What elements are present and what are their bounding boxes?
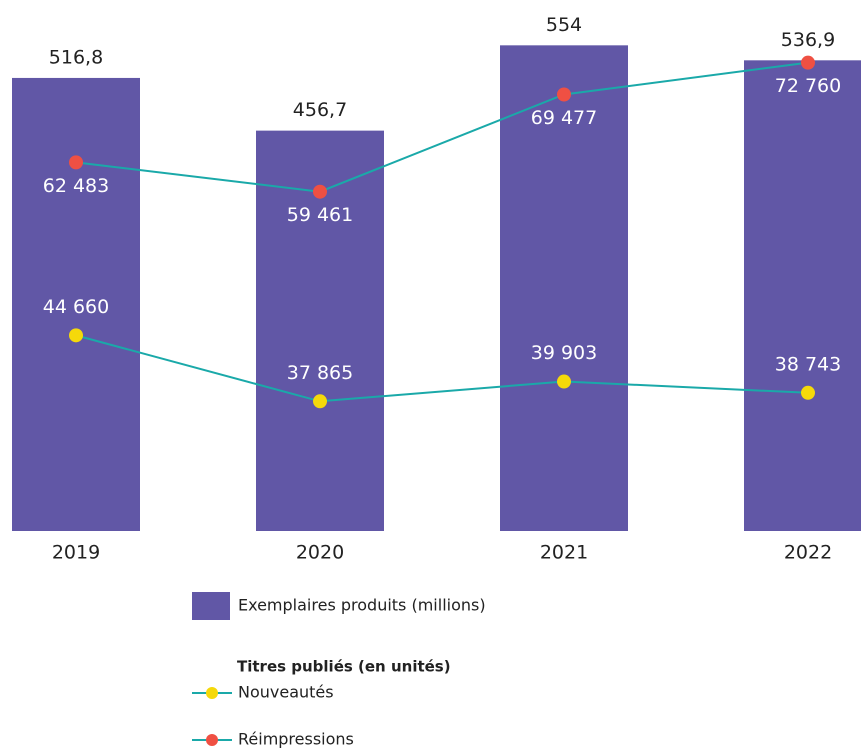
line	[75, 61, 809, 193]
legend-marker	[206, 734, 218, 746]
x-tick-label: 2020	[296, 542, 344, 564]
legend-marker	[206, 687, 218, 699]
point-label: 72 760	[775, 75, 841, 97]
point-label: 38 743	[775, 353, 841, 375]
bar-label: 536,9	[781, 29, 835, 51]
line	[75, 334, 809, 403]
point	[801, 385, 815, 400]
point	[313, 184, 327, 199]
point	[69, 155, 83, 170]
legend-label: Nouveautés	[238, 683, 334, 702]
point-label: 62 483	[43, 175, 109, 197]
point-label: 59 461	[287, 204, 353, 226]
bar-label: 554	[546, 14, 582, 36]
point	[69, 328, 83, 343]
point-label: 69 477	[531, 107, 597, 129]
bar-label: 456,7	[293, 99, 347, 121]
legend-label: Exemplaires produits (millions)	[238, 596, 486, 615]
x-tick-label: 2022	[784, 542, 832, 564]
bar-label: 516,8	[49, 46, 103, 68]
legend-label: Réimpressions	[238, 730, 354, 748]
point-label: 39 903	[531, 342, 597, 364]
point	[557, 87, 571, 102]
legend-title: Titres publiés (en unités)	[237, 658, 451, 676]
point	[557, 374, 571, 389]
x-tick-label: 2021	[540, 542, 588, 564]
bar	[744, 60, 861, 532]
point	[801, 55, 815, 70]
x-tick-label: 2019	[52, 542, 100, 564]
point-label: 37 865	[287, 362, 353, 384]
point	[313, 394, 327, 409]
point-label: 44 660	[43, 296, 109, 318]
legend-swatch	[192, 592, 230, 620]
bar	[12, 77, 140, 532]
bar	[500, 45, 628, 532]
